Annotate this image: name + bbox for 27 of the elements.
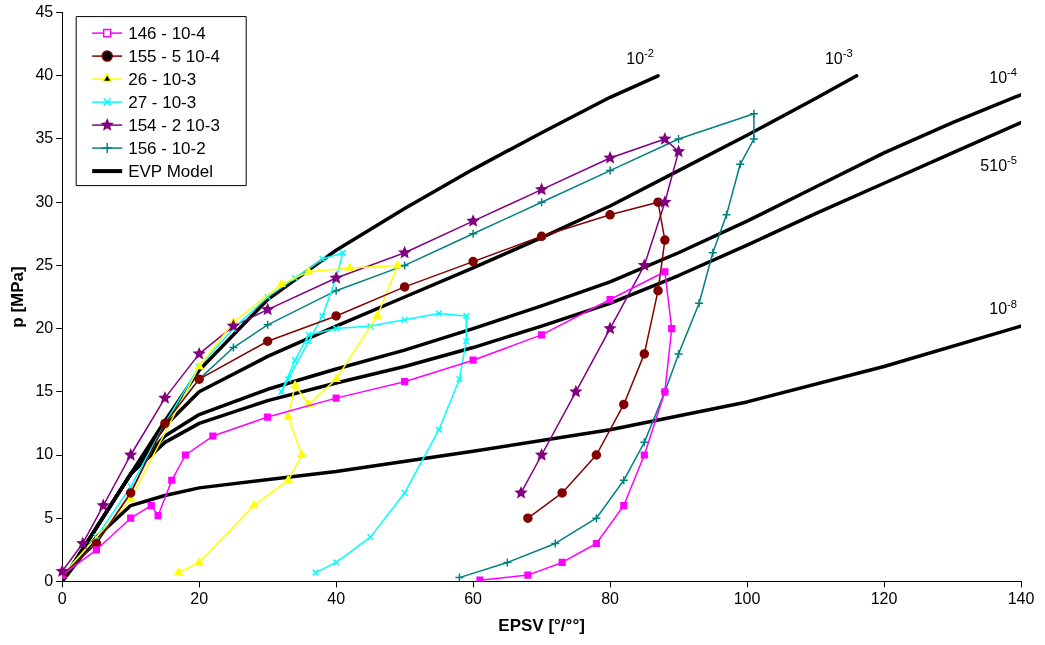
x-tick-label: 20 [190, 590, 209, 608]
y-tick-label: 35 [35, 129, 54, 147]
x-tick-label: 80 [601, 590, 620, 608]
y-tick-label: 20 [35, 319, 54, 337]
legend-label: 27 - 10-3 [128, 92, 197, 112]
y-axis-title: p [MPa] [7, 266, 27, 328]
y-tick-label: 45 [35, 3, 54, 21]
legend-label: EVP Model [128, 161, 213, 181]
x-tick-label: 100 [733, 590, 761, 608]
legend-label: 154 - 2 10-3 [128, 115, 220, 135]
y-tick-label: 0 [44, 571, 54, 589]
legend-label: 155 - 5 10-4 [128, 46, 220, 66]
y-tick-label: 25 [35, 255, 54, 273]
y-tick-label: 5 [44, 508, 54, 526]
legend-label: 26 - 10-3 [128, 69, 197, 89]
legend-label: 146 - 10-4 [128, 23, 206, 43]
y-tick-label: 10 [35, 445, 54, 463]
x-tick-label: 0 [57, 590, 67, 608]
x-tick-label: 120 [870, 590, 898, 608]
x-tick-label: 140 [1007, 590, 1035, 608]
legend-label: 156 - 10-2 [128, 138, 206, 158]
x-tick-label: 40 [327, 590, 346, 608]
x-axis-title: EPSV [°/°°] [498, 616, 585, 636]
y-tick-label: 30 [35, 192, 54, 210]
x-tick-label: 60 [464, 590, 483, 608]
y-tick-label: 15 [35, 382, 54, 400]
y-tick-label: 40 [35, 66, 54, 84]
